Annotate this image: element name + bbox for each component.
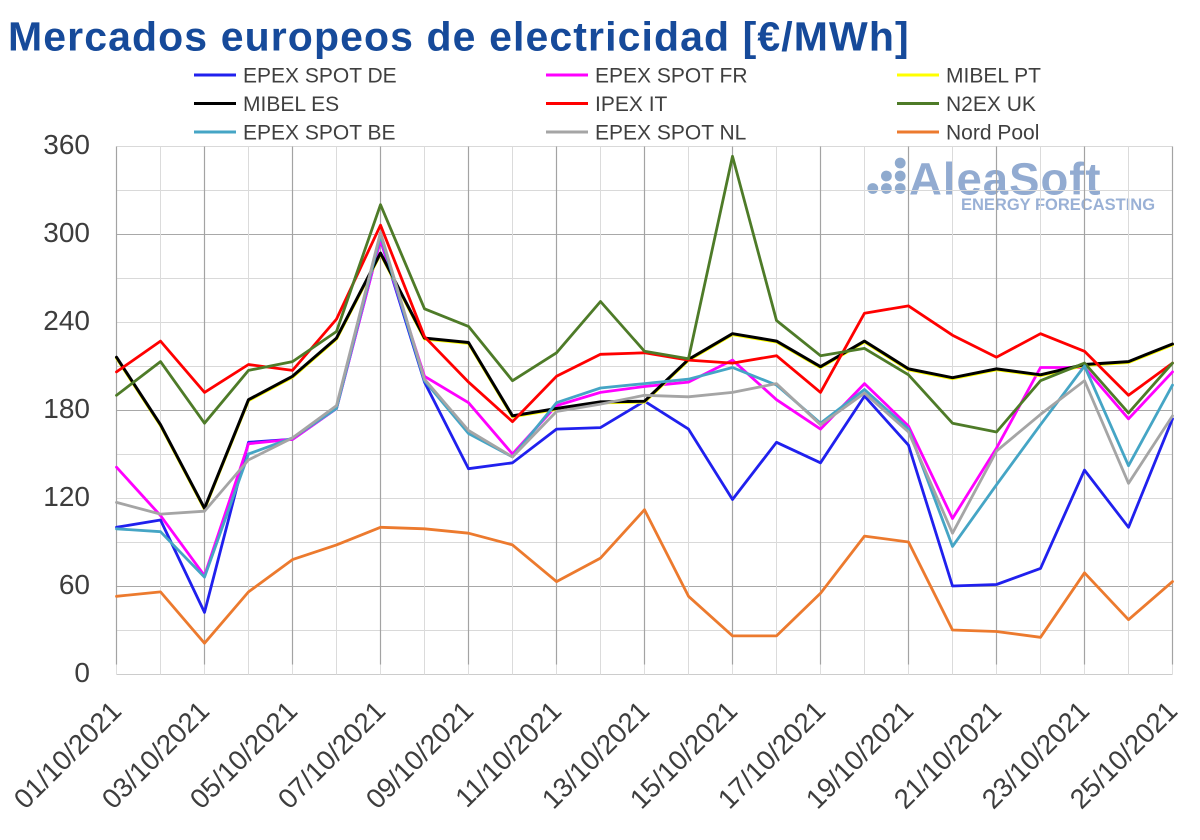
svg-text:MIBEL ES: MIBEL ES — [243, 93, 339, 116]
svg-text:N2EX UK: N2EX UK — [946, 93, 1036, 116]
svg-text:EPEX SPOT BE: EPEX SPOT BE — [243, 122, 396, 145]
svg-text:EPEX SPOT DE: EPEX SPOT DE — [243, 65, 397, 88]
svg-text:EPEX SPOT FR: EPEX SPOT FR — [595, 65, 748, 88]
svg-text:120: 120 — [43, 481, 90, 512]
svg-text:ENERGY FORECASTING: ENERGY FORECASTING — [961, 196, 1155, 214]
svg-text:240: 240 — [43, 305, 90, 336]
svg-text:MIBEL PT: MIBEL PT — [946, 65, 1041, 88]
svg-text:EPEX SPOT NL: EPEX SPOT NL — [595, 122, 746, 145]
svg-text:60: 60 — [59, 569, 90, 600]
svg-text:IPEX IT: IPEX IT — [595, 93, 668, 116]
svg-text:180: 180 — [43, 393, 90, 424]
svg-text:300: 300 — [43, 217, 90, 248]
svg-text:AleaSoft: AleaSoft — [909, 154, 1102, 205]
svg-text:0: 0 — [74, 657, 90, 688]
svg-text:Mercados europeos de electrici: Mercados europeos de electricidad [€/MWh… — [8, 14, 910, 60]
svg-text:Nord Pool: Nord Pool — [946, 122, 1039, 145]
svg-text:360: 360 — [43, 129, 90, 160]
